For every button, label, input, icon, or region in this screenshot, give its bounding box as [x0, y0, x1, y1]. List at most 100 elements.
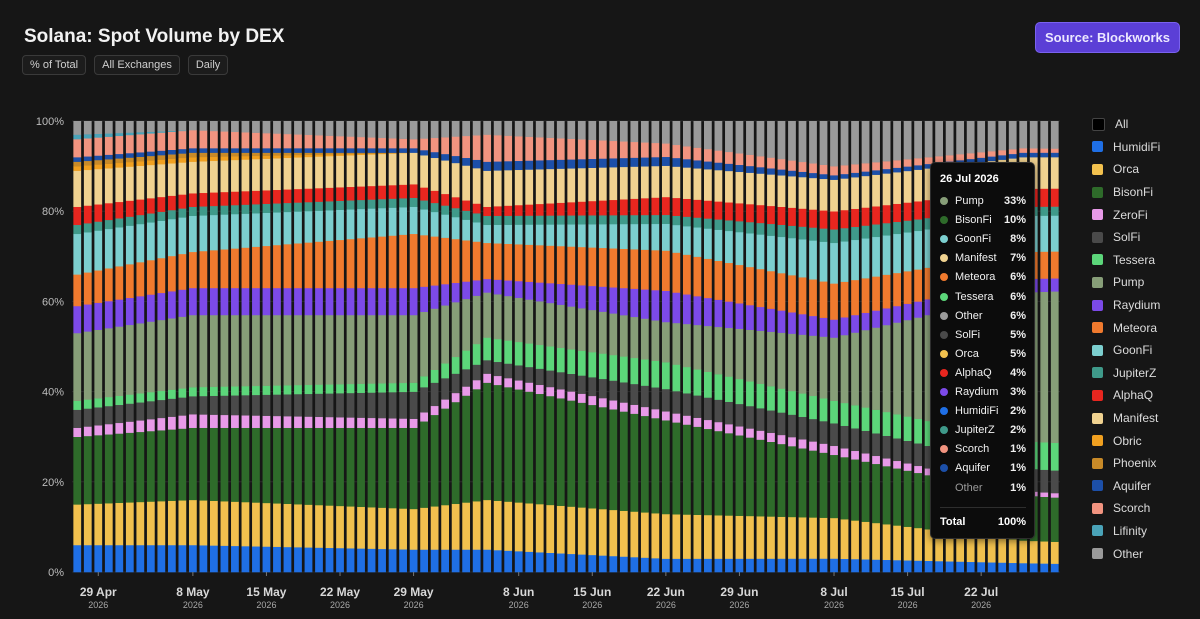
day-bar[interactable] [104, 121, 113, 573]
day-bar[interactable] [630, 121, 639, 573]
day-bar[interactable] [777, 121, 786, 573]
day-bar[interactable] [640, 121, 649, 573]
day-bar[interactable] [252, 121, 260, 573]
day-bar[interactable] [420, 121, 428, 573]
day-bar[interactable] [325, 121, 334, 573]
day-bar[interactable] [304, 121, 313, 573]
legend-item-bisonfi[interactable]: BisonFi [1092, 181, 1160, 204]
day-bar[interactable] [872, 121, 880, 573]
day-bar[interactable] [283, 121, 292, 573]
day-bar[interactable] [598, 121, 607, 573]
day-bar[interactable] [367, 121, 376, 573]
legend-item-solfi[interactable]: SolFi [1092, 226, 1160, 249]
day-bar[interactable] [756, 121, 765, 573]
source-button[interactable]: Source: Blockworks [1035, 22, 1180, 53]
day-bar[interactable] [115, 121, 124, 573]
day-bar[interactable] [262, 121, 271, 573]
day-bar[interactable] [346, 121, 355, 573]
day-bar[interactable] [788, 121, 796, 573]
day-bar[interactable] [914, 121, 922, 573]
legend-item-meteora[interactable]: Meteora [1092, 316, 1160, 339]
day-bar[interactable] [1040, 121, 1049, 573]
day-bar[interactable] [294, 121, 302, 573]
day-bar[interactable] [210, 121, 218, 573]
legend-item-aquifer[interactable]: Aquifer [1092, 475, 1160, 498]
day-bar[interactable] [462, 121, 471, 573]
day-bar[interactable] [588, 121, 597, 573]
legend-item-manifest[interactable]: Manifest [1092, 407, 1160, 430]
legend-item-alphaq[interactable]: AlphaQ [1092, 384, 1160, 407]
day-bar[interactable] [735, 121, 744, 573]
day-bar[interactable] [746, 121, 754, 573]
filter-exchanges[interactable]: All Exchanges [94, 55, 180, 75]
legend-item-scorch[interactable]: Scorch [1092, 497, 1160, 520]
day-bar[interactable] [682, 121, 691, 573]
day-bar[interactable] [840, 121, 849, 573]
day-bar[interactable] [146, 121, 155, 573]
legend-item-pump[interactable]: Pump [1092, 271, 1160, 294]
day-bar[interactable] [525, 121, 534, 573]
legend-item-obric[interactable]: Obric [1092, 429, 1160, 452]
day-bar[interactable] [378, 121, 386, 573]
day-bar[interactable] [672, 121, 681, 573]
day-bar[interactable] [241, 121, 250, 573]
day-bar[interactable] [830, 121, 838, 573]
day-bar[interactable] [409, 121, 418, 573]
legend-item-orca[interactable]: Orca [1092, 158, 1160, 181]
day-bar[interactable] [451, 121, 460, 573]
day-bar[interactable] [798, 121, 807, 573]
day-bar[interactable] [903, 121, 912, 573]
legend-item-other[interactable]: Other [1092, 542, 1160, 565]
day-bar[interactable] [714, 121, 723, 573]
day-bar[interactable] [336, 121, 344, 573]
day-bar[interactable] [725, 121, 733, 573]
legend-item-tessera[interactable]: Tessera [1092, 249, 1160, 272]
day-bar[interactable] [882, 121, 891, 573]
legend-item-zerofi[interactable]: ZeroFi [1092, 203, 1160, 226]
day-bar[interactable] [767, 121, 775, 573]
day-bar[interactable] [220, 121, 229, 573]
legend-item-phoenix[interactable]: Phoenix [1092, 452, 1160, 475]
day-bar[interactable] [693, 121, 702, 573]
day-bar[interactable] [188, 121, 197, 573]
day-bar[interactable] [441, 121, 450, 573]
legend-item-lifinity[interactable]: Lifinity [1092, 520, 1160, 543]
filter-percent-of-total[interactable]: % of Total [22, 55, 87, 75]
day-bar[interactable] [430, 121, 439, 573]
day-bar[interactable] [504, 121, 513, 573]
day-bar[interactable] [619, 121, 628, 573]
legend-item-goonfi[interactable]: GoonFi [1092, 339, 1160, 362]
legend-item-humidifi[interactable]: HumidiFi [1092, 136, 1160, 159]
day-bar[interactable] [809, 121, 817, 573]
day-bar[interactable] [399, 121, 407, 573]
day-bar[interactable] [483, 121, 492, 573]
day-bar[interactable] [388, 121, 397, 573]
legend-item-raydium[interactable]: Raydium [1092, 294, 1160, 317]
day-bar[interactable] [651, 121, 660, 573]
day-bar[interactable] [577, 121, 586, 573]
legend-item-all[interactable]: All [1092, 113, 1160, 136]
day-bar[interactable] [125, 121, 134, 573]
day-bar[interactable] [556, 121, 565, 573]
day-bar[interactable] [199, 121, 208, 573]
day-bar[interactable] [546, 121, 555, 573]
day-bar[interactable] [661, 121, 670, 573]
day-bar[interactable] [157, 121, 166, 573]
day-bar[interactable] [231, 121, 239, 573]
day-bar[interactable] [924, 121, 933, 573]
day-bar[interactable] [704, 121, 712, 573]
day-bar[interactable] [73, 121, 82, 573]
day-bar[interactable] [315, 121, 323, 573]
day-bar[interactable] [567, 121, 576, 573]
day-bar[interactable] [178, 121, 187, 573]
legend-item-jupiterz[interactable]: JupiterZ [1092, 362, 1160, 385]
day-bar[interactable] [273, 121, 281, 573]
day-bar[interactable] [1050, 121, 1059, 573]
filter-granularity[interactable]: Daily [187, 55, 229, 75]
day-bar[interactable] [472, 121, 481, 573]
day-bar[interactable] [136, 121, 145, 573]
day-bar[interactable] [493, 121, 502, 573]
day-bar[interactable] [167, 121, 176, 573]
day-bar[interactable] [514, 121, 523, 573]
day-bar[interactable] [94, 121, 103, 573]
